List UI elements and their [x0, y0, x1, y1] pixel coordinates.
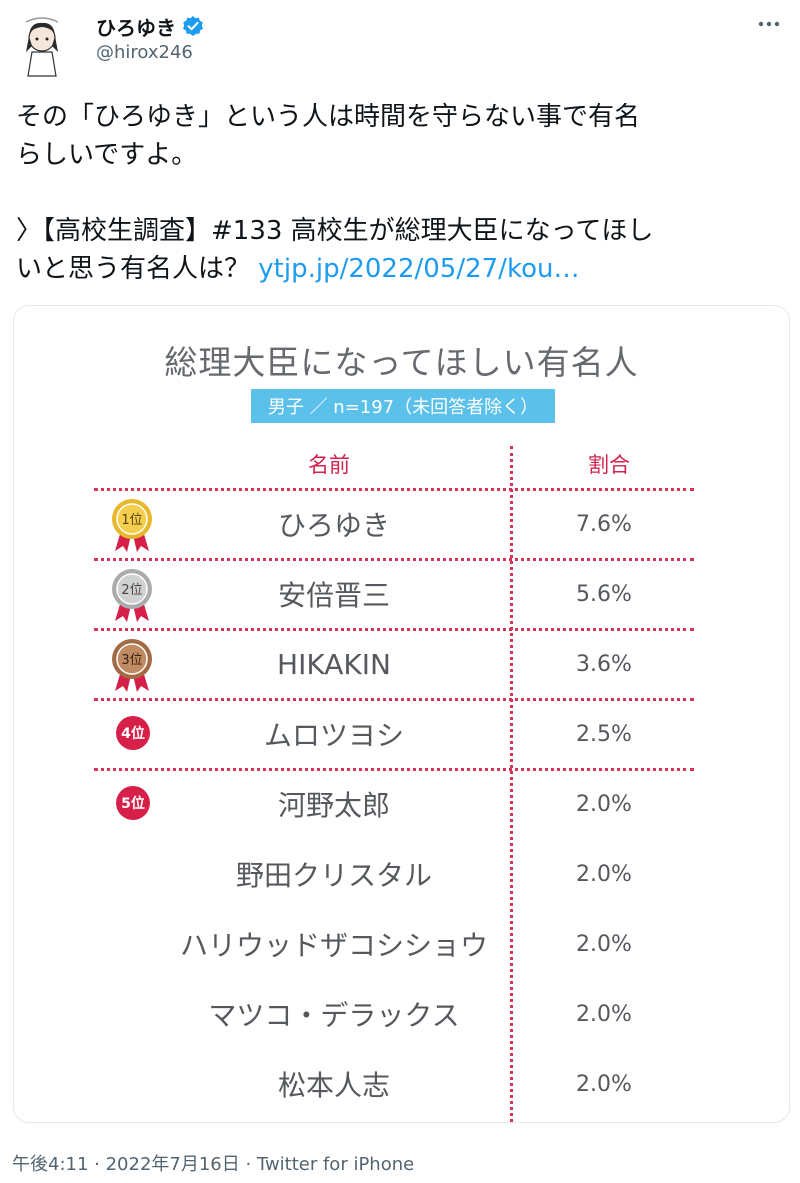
- tweet-source[interactable]: Twitter for iPhone: [256, 1154, 415, 1175]
- ranking-name: 野田クリスタル: [235, 859, 432, 892]
- attached-image-card[interactable]: 総理大臣になってほしい有名人 男子 ／ n=197（未回答者除く） 名前 割合 …: [13, 305, 790, 1123]
- rank-label-3: 3位: [121, 653, 142, 668]
- ranking-value: 3.6%: [576, 651, 632, 677]
- row-divider: [94, 558, 694, 561]
- ranking-name: 河野太郎: [277, 789, 390, 822]
- rank-label-1: 1位: [121, 513, 142, 528]
- ranking-value: 2.0%: [576, 861, 632, 887]
- ranking-value: 2.0%: [576, 931, 632, 957]
- ranking-name: ひろゆき: [277, 509, 390, 542]
- tweet-line-2: らしいですよ。: [16, 140, 198, 170]
- tweet-text: その「ひろゆき」という人は時間を守らない事で有名 らしいですよ。 〉【高校生調査…: [16, 98, 786, 288]
- ranking-row: 3位 HIKAKIN 3.6%: [14, 629, 789, 699]
- tweet-line-3: 〉【高校生調査】#133 高校生が総理大臣になってほし: [16, 216, 654, 246]
- image-subtitle: 男子 ／ n=197（未回答者除く）: [251, 389, 555, 423]
- ranking-row: 5位 河野太郎 2.0%: [14, 769, 789, 839]
- silver-medal-icon: 2位: [107, 567, 157, 623]
- ranking-name: HIKAKIN: [277, 647, 391, 681]
- ranking-row: 松本人志 2.0%: [14, 1049, 789, 1119]
- ranking-value: 2.0%: [576, 791, 632, 817]
- image-title: 総理大臣になってほしい有名人: [164, 343, 639, 382]
- display-name[interactable]: ひろゆき: [96, 15, 176, 40]
- ranking-row: 1位 ひろゆき 7.6%: [14, 489, 789, 559]
- ranking-value: 2.0%: [576, 1001, 632, 1027]
- verified-badge-icon: [182, 15, 204, 37]
- column-header-name: 名前: [308, 453, 350, 477]
- row-divider: [94, 768, 694, 771]
- more-options-icon[interactable]: [754, 12, 784, 36]
- ranking-name: ムロツヨシ: [263, 719, 404, 752]
- ranking-row: マツコ・デラックス 2.0%: [14, 979, 789, 1049]
- rank-badge-5: 5位: [116, 786, 150, 820]
- bronze-medal-icon: 3位: [107, 637, 157, 693]
- avatar[interactable]: [16, 12, 68, 80]
- ranking-name: マツコ・デラックス: [208, 999, 460, 1032]
- row-divider: [94, 488, 694, 491]
- ranking-row: 野田クリスタル 2.0%: [14, 839, 789, 909]
- tweet-footer: 午後4:11 · 2022年7月16日 · Twitter for iPhone: [12, 1150, 414, 1176]
- article-link[interactable]: ytjp.jp/2022/05/27/kou…: [258, 254, 580, 284]
- tweet-timestamp[interactable]: 午後4:11 · 2022年7月16日 ·: [12, 1154, 257, 1175]
- rank-badge-4: 4位: [116, 716, 150, 750]
- column-divider: [510, 446, 513, 1122]
- ranking-value: 2.5%: [576, 721, 632, 747]
- ranking-value: 5.6%: [576, 581, 632, 607]
- rank-label-2: 2位: [121, 583, 142, 598]
- ranking-row: 4位 ムロツヨシ 2.5%: [14, 699, 789, 769]
- ranking-row: 2位 安倍晋三 5.6%: [14, 559, 789, 629]
- tweet-line-1: その「ひろゆき」という人は時間を守らない事で有名: [16, 102, 641, 132]
- row-divider: [94, 628, 694, 631]
- ranking-name: ハリウッドザコシショウ: [179, 929, 488, 962]
- ranking-name: 安倍晋三: [277, 579, 390, 612]
- tweet-header: ひろゆき @hirox246: [0, 0, 800, 90]
- user-handle[interactable]: @hirox246: [96, 42, 193, 63]
- tweet-line-4: いと思う有名人は？ ytjp.jp/2022/05/27/kou…: [16, 250, 786, 288]
- ranking-value: 7.6%: [576, 511, 632, 537]
- name-row: ひろゆき: [96, 12, 204, 40]
- gold-medal-icon: 1位: [107, 497, 157, 553]
- tweet-line-4-text: いと思う有名人は？: [16, 254, 259, 284]
- ranking-row: ハリウッドザコシショウ 2.0%: [14, 909, 789, 979]
- row-divider: [94, 698, 694, 701]
- ranking-name: 松本人志: [277, 1069, 390, 1102]
- ranking-value: 2.0%: [576, 1071, 632, 1097]
- column-header-rate: 割合: [588, 453, 630, 477]
